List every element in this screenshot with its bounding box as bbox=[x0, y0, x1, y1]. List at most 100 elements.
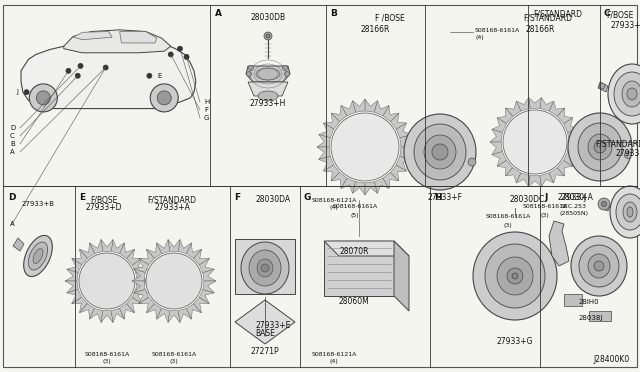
Circle shape bbox=[103, 65, 108, 70]
Polygon shape bbox=[199, 258, 214, 273]
Text: 27933+F: 27933+F bbox=[428, 192, 463, 202]
Circle shape bbox=[285, 71, 289, 77]
Text: 27933+A: 27933+A bbox=[154, 203, 190, 212]
Polygon shape bbox=[101, 311, 113, 323]
Polygon shape bbox=[168, 311, 180, 323]
Ellipse shape bbox=[627, 207, 633, 217]
Polygon shape bbox=[365, 182, 378, 195]
Polygon shape bbox=[168, 240, 180, 251]
Polygon shape bbox=[111, 308, 124, 323]
Polygon shape bbox=[132, 258, 147, 273]
Polygon shape bbox=[374, 178, 389, 193]
Circle shape bbox=[150, 84, 178, 112]
Ellipse shape bbox=[588, 134, 612, 160]
Text: S08168-6161A: S08168-6161A bbox=[84, 352, 130, 356]
Text: (3): (3) bbox=[541, 212, 549, 218]
Polygon shape bbox=[365, 99, 378, 112]
Polygon shape bbox=[353, 182, 365, 195]
Circle shape bbox=[602, 202, 607, 206]
Polygon shape bbox=[120, 32, 157, 43]
Ellipse shape bbox=[404, 114, 476, 190]
Polygon shape bbox=[324, 241, 409, 256]
Text: G: G bbox=[304, 193, 312, 202]
Ellipse shape bbox=[28, 242, 47, 270]
Polygon shape bbox=[157, 240, 170, 254]
Polygon shape bbox=[600, 203, 610, 211]
Text: 27933: 27933 bbox=[616, 150, 640, 158]
Text: F/STANDARD: F/STANDARD bbox=[524, 13, 573, 22]
Text: 27271P: 27271P bbox=[251, 347, 279, 356]
Circle shape bbox=[468, 158, 476, 166]
Circle shape bbox=[266, 34, 270, 38]
Polygon shape bbox=[132, 269, 145, 281]
Polygon shape bbox=[598, 82, 608, 92]
Polygon shape bbox=[132, 281, 145, 293]
Polygon shape bbox=[194, 297, 209, 313]
Polygon shape bbox=[564, 118, 578, 132]
Circle shape bbox=[29, 84, 58, 112]
Text: F/STANDARD: F/STANDARD bbox=[147, 196, 196, 205]
Polygon shape bbox=[65, 269, 78, 281]
Polygon shape bbox=[203, 269, 216, 281]
Polygon shape bbox=[139, 297, 154, 313]
Ellipse shape bbox=[594, 141, 606, 153]
Circle shape bbox=[625, 151, 632, 158]
Polygon shape bbox=[186, 243, 202, 258]
Polygon shape bbox=[79, 243, 95, 258]
Circle shape bbox=[76, 73, 80, 78]
Text: 28030DC: 28030DC bbox=[510, 196, 545, 205]
Text: (4): (4) bbox=[330, 359, 339, 365]
Text: 28IH0: 28IH0 bbox=[579, 299, 600, 305]
Ellipse shape bbox=[594, 261, 604, 271]
Polygon shape bbox=[396, 123, 412, 138]
Text: (4): (4) bbox=[330, 205, 339, 211]
Ellipse shape bbox=[616, 194, 640, 230]
Polygon shape bbox=[179, 240, 191, 254]
Polygon shape bbox=[390, 165, 406, 181]
Ellipse shape bbox=[261, 264, 269, 272]
Ellipse shape bbox=[623, 202, 637, 222]
Text: BASE: BASE bbox=[255, 330, 275, 339]
Text: 27933+B: 27933+B bbox=[22, 201, 54, 207]
Polygon shape bbox=[199, 289, 214, 304]
Circle shape bbox=[248, 65, 253, 71]
Polygon shape bbox=[67, 289, 82, 304]
Polygon shape bbox=[331, 173, 347, 189]
Text: E: E bbox=[157, 73, 162, 79]
Ellipse shape bbox=[485, 244, 545, 308]
Text: 27933+C: 27933+C bbox=[610, 20, 640, 29]
Polygon shape bbox=[235, 300, 295, 344]
Polygon shape bbox=[194, 249, 209, 265]
Polygon shape bbox=[568, 129, 580, 142]
Ellipse shape bbox=[258, 91, 278, 101]
Text: (3): (3) bbox=[504, 222, 513, 228]
Ellipse shape bbox=[256, 68, 280, 80]
Text: J: J bbox=[544, 193, 547, 202]
Polygon shape bbox=[490, 142, 502, 155]
Text: 27933+G: 27933+G bbox=[497, 337, 533, 346]
Polygon shape bbox=[132, 289, 147, 304]
Text: H: H bbox=[204, 99, 209, 105]
Polygon shape bbox=[319, 156, 334, 171]
Polygon shape bbox=[383, 173, 399, 189]
Text: S08168-6161A: S08168-6161A bbox=[332, 205, 378, 209]
Polygon shape bbox=[72, 297, 87, 313]
Circle shape bbox=[177, 46, 182, 51]
Text: 28038J: 28038J bbox=[579, 315, 604, 321]
Polygon shape bbox=[64, 30, 171, 53]
Polygon shape bbox=[136, 269, 149, 281]
Polygon shape bbox=[374, 101, 389, 116]
Text: 28030DB: 28030DB bbox=[250, 13, 285, 22]
Text: 28030J: 28030J bbox=[561, 193, 587, 202]
Polygon shape bbox=[341, 101, 356, 116]
Circle shape bbox=[512, 273, 518, 279]
Polygon shape bbox=[79, 304, 95, 319]
Circle shape bbox=[66, 68, 71, 73]
Text: 28166R: 28166R bbox=[525, 26, 555, 35]
Text: S08168-6161A: S08168-6161A bbox=[475, 28, 520, 32]
Polygon shape bbox=[90, 240, 103, 254]
Polygon shape bbox=[65, 281, 78, 293]
Polygon shape bbox=[179, 308, 191, 323]
Polygon shape bbox=[324, 241, 394, 296]
Circle shape bbox=[282, 65, 287, 71]
